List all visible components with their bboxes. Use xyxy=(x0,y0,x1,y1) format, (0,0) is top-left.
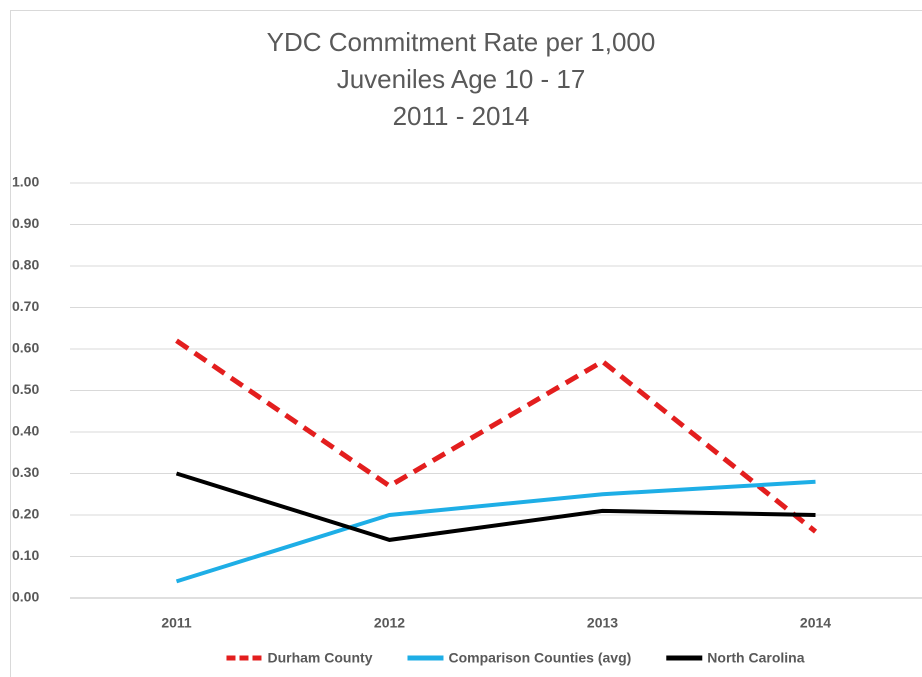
series-line xyxy=(175,479,816,584)
chart-title: Juveniles Age 10 - 17 xyxy=(337,64,586,94)
x-tick-label: 2013 xyxy=(587,615,618,631)
x-tick-label: 2012 xyxy=(374,615,405,631)
legend-item: Comparison Counties (avg) xyxy=(407,650,631,666)
x-tick-label: 2014 xyxy=(800,615,831,631)
y-tick-label: 0.80 xyxy=(12,257,39,273)
y-tick-label: 0.70 xyxy=(12,298,39,314)
chart-border xyxy=(10,10,922,677)
legend-item: Durham County xyxy=(226,650,373,666)
y-tick-label: 0.20 xyxy=(12,506,39,522)
series-line xyxy=(175,338,818,534)
series-line xyxy=(175,471,816,542)
legend-label: North Carolina xyxy=(707,650,804,666)
y-tick-label: 1.00 xyxy=(12,174,39,190)
y-tick-label: 0.50 xyxy=(12,381,39,397)
x-tick-label: 2011 xyxy=(161,615,192,631)
y-tick-label: 0.10 xyxy=(12,547,39,563)
chart-title: YDC Commitment Rate per 1,000 xyxy=(267,27,656,57)
chart-title: 2011 - 2014 xyxy=(393,101,530,131)
legend-label: Durham County xyxy=(267,650,372,666)
legend-label: Comparison Counties (avg) xyxy=(448,650,631,666)
y-tick-label: 0.00 xyxy=(12,589,39,605)
y-tick-label: 0.30 xyxy=(12,464,39,480)
y-tick-label: 0.40 xyxy=(12,423,39,439)
legend-item: North Carolina xyxy=(666,650,805,666)
y-tick-label: 0.60 xyxy=(12,340,39,356)
y-tick-label: 0.90 xyxy=(12,215,39,231)
